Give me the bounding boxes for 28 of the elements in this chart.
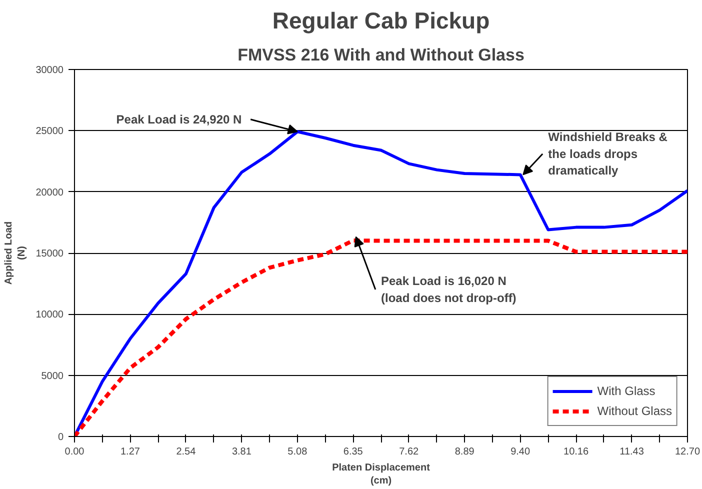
x-tick-label: 6.35 xyxy=(343,446,364,458)
x-tick-label: 1.27 xyxy=(120,446,140,458)
chart-subtitle: FMVSS 216 With and Without Glass xyxy=(238,46,524,64)
y-tick-label: 25000 xyxy=(36,126,64,138)
annotation: Peak Load is 16,020 N (load does not drop-off) xyxy=(381,274,516,305)
x-tick-label: 5.08 xyxy=(288,446,308,458)
x-tick-label: 7.62 xyxy=(399,446,420,458)
annotation: Peak Load is 24,920 N xyxy=(116,112,242,126)
x-axis-title: Platen Displacement (cm) xyxy=(332,462,431,487)
y-tick-label: 5000 xyxy=(41,370,64,382)
y-tick-label: 10000 xyxy=(36,310,64,321)
x-tick-label: 10.16 xyxy=(564,446,589,458)
x-tick-label: 11.43 xyxy=(620,446,644,458)
x-tick-label: 2.54 xyxy=(176,446,196,458)
legend-label: Without Glass xyxy=(597,404,672,418)
x-tick-label: 3.81 xyxy=(232,446,252,458)
chart-title: Regular Cab Pickup xyxy=(272,8,490,34)
x-tick-label: 8.89 xyxy=(454,446,475,458)
legend-label: With Glass xyxy=(597,384,656,398)
x-tick-label: 9.40 xyxy=(510,446,530,458)
y-tick-label: 20000 xyxy=(36,187,64,198)
y-tick-label: 15000 xyxy=(36,248,64,260)
y-axis-title: Applied Load (N) xyxy=(3,221,28,285)
x-tick-label: 12.70 xyxy=(674,446,700,458)
x-tick-label: 0.00 xyxy=(64,446,85,458)
y-tick-label: 30000 xyxy=(36,65,64,76)
annotation: Windshield Breaks & the loads drops dramatically xyxy=(548,130,668,178)
y-tick-label: 0 xyxy=(58,432,64,443)
